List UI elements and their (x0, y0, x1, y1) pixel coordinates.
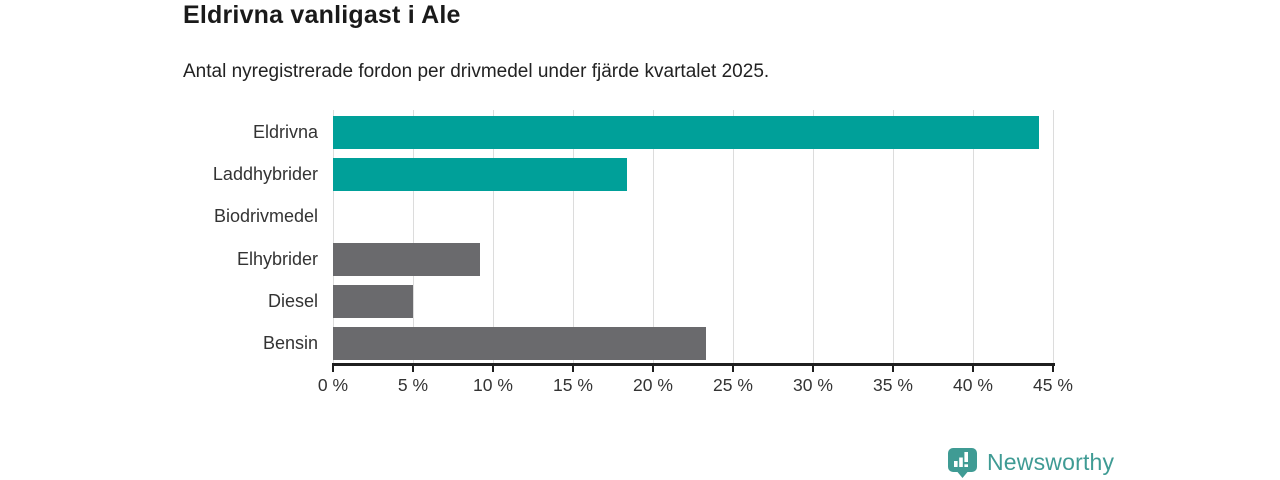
gridline (732, 110, 734, 363)
x-axis-tick (572, 363, 574, 372)
gridline (412, 110, 414, 363)
bar-laddhybrider (333, 158, 628, 192)
bar-elhybrider (333, 242, 481, 276)
bar-diesel (333, 284, 413, 318)
gridline (572, 110, 574, 363)
x-axis-tick-label: 20 % (633, 375, 673, 395)
x-axis-tick (652, 363, 654, 372)
bar-bensin (333, 326, 706, 360)
x-axis-tick-label: 0 % (317, 375, 349, 395)
x-axis-tick (1052, 363, 1054, 372)
newsworthy-pin-bar-chart-icon (948, 448, 977, 478)
plot-area: 0 % 5 % 10 % 15 % 20 % 25 % 30 % 35 % 40 % 45 % El… (213, 110, 1073, 395)
x-axis-tick (492, 363, 494, 372)
chart-subtitle: Antal nyregistrerade fordon per drivmede… (183, 61, 770, 82)
category-label-diesel: Diesel (267, 290, 318, 311)
gridline (332, 110, 334, 363)
x-axis-tick-label: 5 % (397, 375, 429, 395)
category-label-eldrivna: Eldrivna (252, 122, 318, 143)
x-axis-tick-label: 40 % (953, 375, 993, 395)
gridline (652, 110, 654, 363)
category-label-bensin: Bensin (262, 332, 318, 353)
gridline (892, 110, 894, 363)
chart-title: Eldrivna vanligast i Ale (183, 1, 461, 29)
x-axis-tick (332, 363, 334, 372)
x-axis-tick-label: 30 % (793, 375, 833, 395)
x-axis-tick-label: 45 % (1033, 375, 1073, 395)
x-axis-tick-label: 25 % (713, 375, 753, 395)
gridline (1052, 110, 1054, 363)
x-axis-line (333, 363, 1055, 366)
gridline (972, 110, 974, 363)
category-label-biodrivmedel: Biodrivmedel (213, 206, 318, 227)
gridline (812, 110, 814, 363)
category-label-elhybrider: Elhybrider (236, 248, 318, 269)
x-axis-tick (972, 363, 974, 372)
x-axis-tick (732, 363, 734, 372)
newsworthy-logo: Newsworthy (946, 446, 1114, 479)
bar-eldrivna (333, 116, 1039, 150)
x-axis-tick-label: 10 % (473, 375, 513, 395)
x-axis-tick (812, 363, 814, 372)
category-label-laddhybrider: Laddhybrider (212, 164, 318, 185)
x-axis-tick (892, 363, 894, 372)
x-axis-tick (412, 363, 414, 372)
gridline (492, 110, 494, 363)
x-axis-tick-label: 15 % (553, 375, 593, 395)
newsworthy-wordmark: Newsworthy (987, 449, 1115, 475)
x-axis-tick-label: 35 % (873, 375, 913, 395)
